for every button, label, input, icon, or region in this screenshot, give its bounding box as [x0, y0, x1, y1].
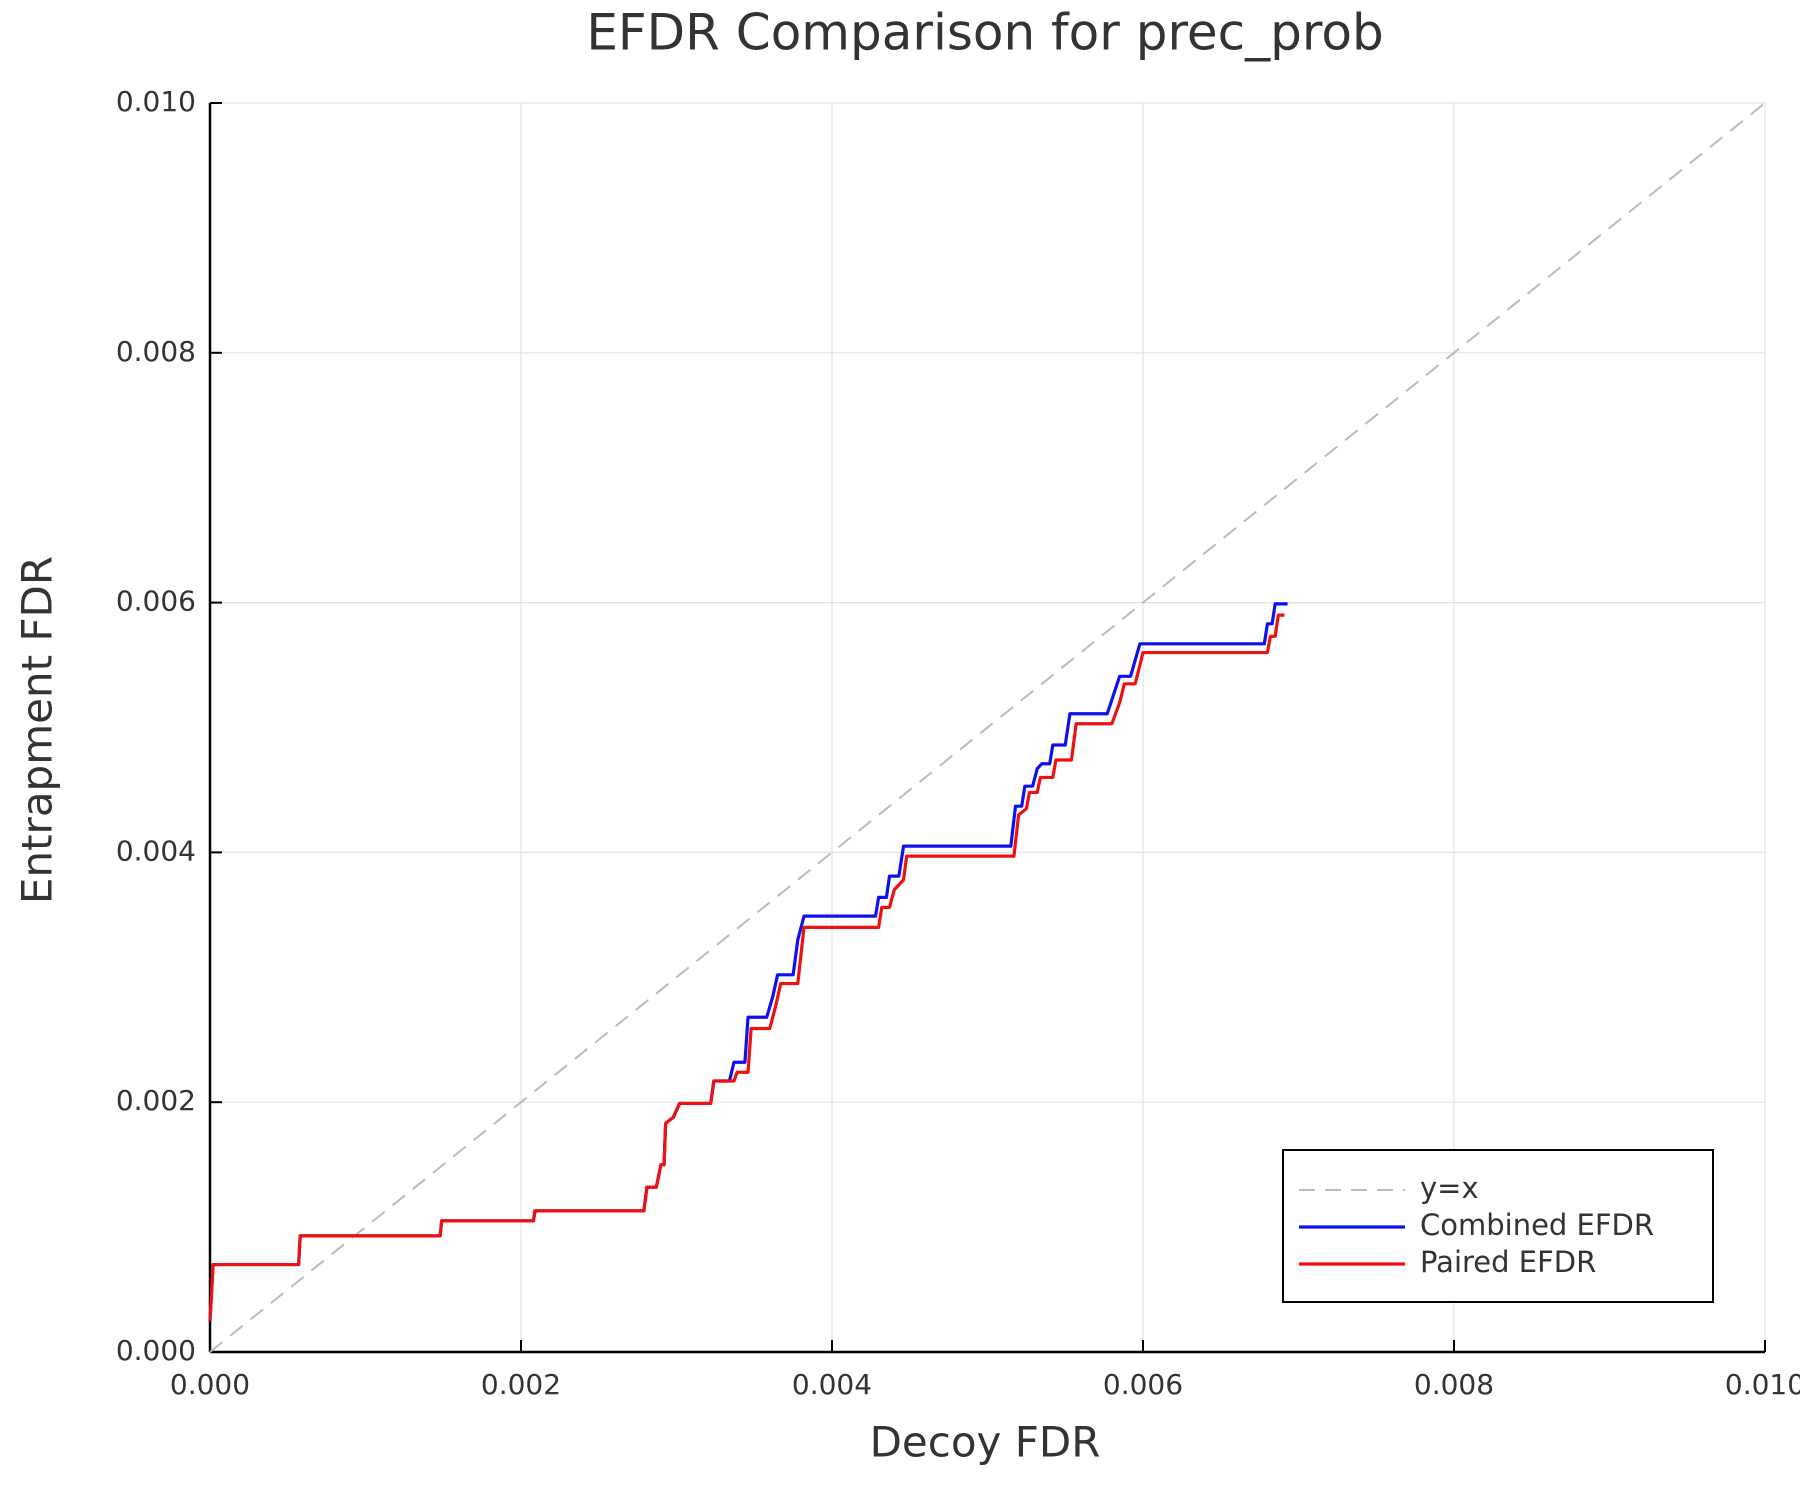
legend-label: y=x — [1420, 1171, 1479, 1205]
chart-title: EFDR Comparison for prec_prob — [586, 4, 1383, 62]
y-tick-label: 0.008 — [116, 335, 196, 368]
x-tick-label: 0.000 — [170, 1368, 250, 1401]
legend-label: Combined EFDR — [1420, 1208, 1654, 1242]
y-tick-label: 0.006 — [116, 585, 196, 618]
x-tick-label: 0.006 — [1103, 1368, 1183, 1401]
x-tick-label: 0.004 — [792, 1368, 872, 1401]
y-tick-label: 0.010 — [116, 85, 196, 118]
y-tick-label: 0.000 — [116, 1334, 196, 1367]
y-tick-label: 0.002 — [116, 1084, 196, 1117]
x-axis-label: Decoy FDR — [870, 1418, 1101, 1467]
legend-label: Paired EFDR — [1420, 1245, 1596, 1279]
y-axis-label: Entrapment FDR — [13, 556, 62, 904]
y-tick-label: 0.004 — [116, 834, 196, 867]
series-line — [208, 613, 1285, 1321]
x-tick-label: 0.008 — [1414, 1368, 1494, 1401]
x-tick-label: 0.002 — [481, 1368, 561, 1401]
x-tick-label: 0.010 — [1725, 1368, 1800, 1401]
series-line — [208, 602, 1288, 1321]
series-line — [209, 102, 1766, 1353]
